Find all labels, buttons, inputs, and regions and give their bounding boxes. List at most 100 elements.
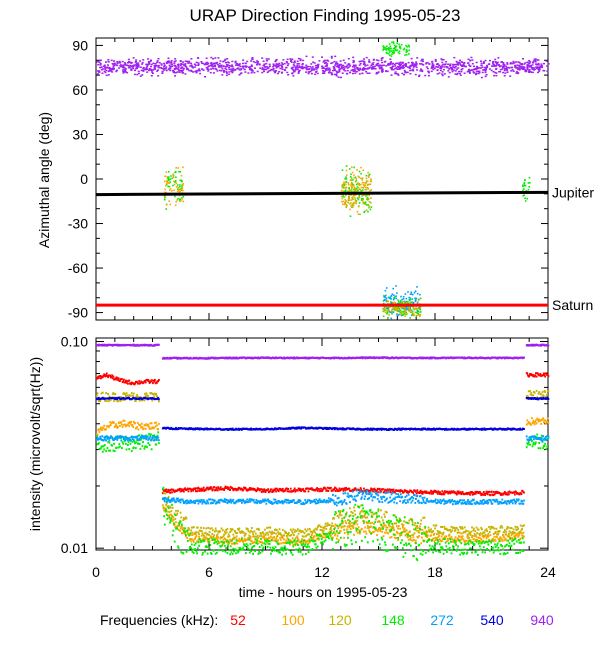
point <box>203 540 206 543</box>
point <box>507 526 510 529</box>
point <box>168 67 171 70</box>
point <box>472 529 475 532</box>
point <box>214 530 216 533</box>
point <box>418 306 421 308</box>
point <box>420 492 423 495</box>
point <box>345 189 347 191</box>
point <box>309 548 312 551</box>
point <box>111 377 114 380</box>
point <box>122 72 125 74</box>
point <box>335 488 338 491</box>
point <box>231 528 234 531</box>
point <box>372 59 375 61</box>
point <box>531 422 534 424</box>
point <box>402 300 405 303</box>
point <box>192 526 195 529</box>
point <box>278 62 281 65</box>
point <box>225 539 228 542</box>
point <box>414 297 416 299</box>
point <box>195 70 198 72</box>
point <box>274 545 277 548</box>
point <box>362 169 365 172</box>
point <box>208 547 211 550</box>
point <box>147 58 150 60</box>
point <box>202 486 205 489</box>
point <box>301 65 304 68</box>
point <box>163 64 166 66</box>
point <box>272 546 274 549</box>
point <box>430 67 433 69</box>
point <box>165 191 167 194</box>
point <box>483 69 486 71</box>
point <box>441 71 444 73</box>
point <box>383 309 386 312</box>
point <box>447 548 450 551</box>
point <box>387 310 390 312</box>
point <box>494 71 497 74</box>
point <box>445 535 448 538</box>
point <box>370 180 373 183</box>
point <box>522 66 525 68</box>
point <box>432 524 435 527</box>
point <box>358 73 361 75</box>
point <box>121 398 124 401</box>
point <box>393 533 396 536</box>
point <box>504 72 507 74</box>
point <box>380 509 382 512</box>
point <box>419 297 422 300</box>
point <box>438 543 441 546</box>
point <box>345 206 347 209</box>
point <box>365 70 368 73</box>
point <box>170 175 172 177</box>
point <box>107 449 110 452</box>
point <box>123 419 126 422</box>
point <box>356 210 359 213</box>
point <box>415 542 417 545</box>
point <box>347 536 349 539</box>
point <box>377 528 380 531</box>
point <box>482 62 485 64</box>
point <box>245 552 247 555</box>
point <box>432 537 434 540</box>
point <box>375 73 378 75</box>
point <box>185 66 188 68</box>
point <box>300 490 303 492</box>
point <box>469 533 472 536</box>
point <box>368 205 371 208</box>
point <box>254 67 256 69</box>
point <box>527 374 529 377</box>
point <box>163 62 166 65</box>
point <box>414 290 417 292</box>
intensity-series <box>96 343 550 562</box>
point <box>113 60 115 62</box>
point <box>424 525 427 528</box>
point <box>404 307 406 309</box>
point <box>392 525 394 528</box>
point <box>511 69 514 71</box>
point <box>466 536 469 539</box>
point <box>346 525 349 528</box>
point <box>119 379 121 382</box>
point <box>202 533 204 536</box>
point <box>221 68 224 70</box>
point <box>322 531 324 534</box>
point <box>480 60 482 62</box>
point <box>486 64 489 67</box>
point <box>328 70 331 73</box>
point <box>376 516 378 519</box>
point <box>354 65 357 67</box>
point <box>476 65 478 68</box>
point <box>428 63 431 65</box>
point <box>161 492 164 495</box>
point <box>315 546 318 549</box>
point <box>466 533 469 536</box>
point <box>468 72 471 74</box>
point <box>407 44 410 47</box>
point <box>137 64 140 66</box>
point <box>356 68 359 70</box>
point <box>395 537 398 539</box>
point <box>266 546 269 548</box>
point <box>135 395 138 398</box>
point <box>245 487 247 490</box>
point <box>392 543 394 546</box>
